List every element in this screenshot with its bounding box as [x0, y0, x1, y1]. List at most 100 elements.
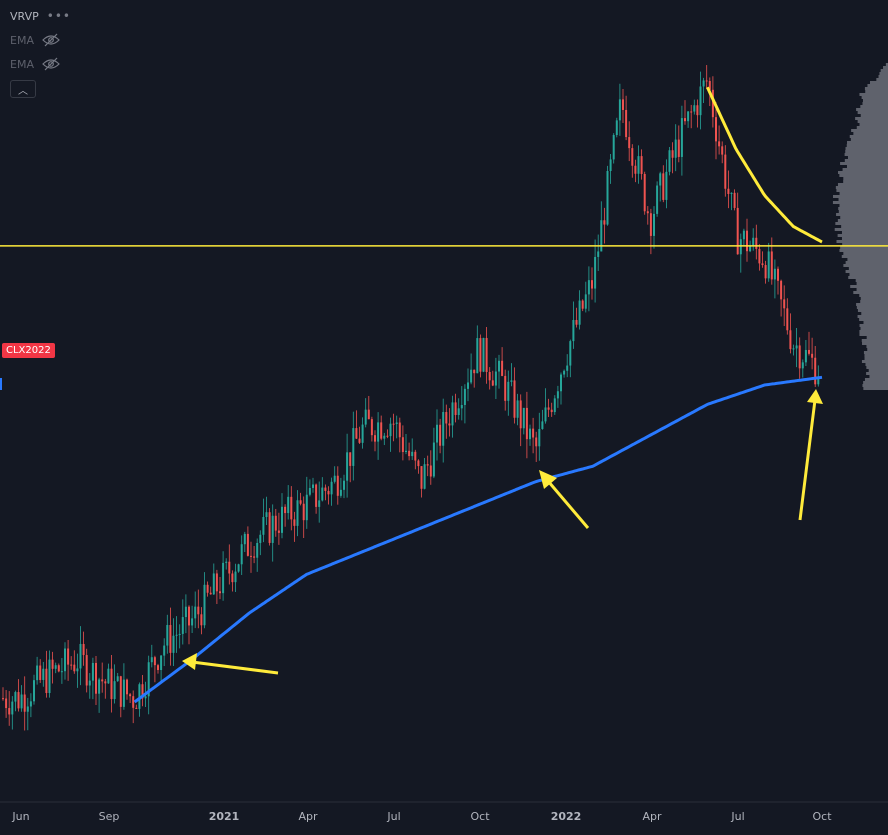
volume-profile-bar	[837, 183, 888, 186]
volume-profile-bar	[864, 378, 888, 381]
legend-row-ema-2[interactable]: EMA	[10, 52, 71, 76]
candle	[618, 83, 621, 136]
volume-profile-bar	[845, 147, 888, 150]
volume-profile-bar	[840, 162, 888, 165]
candle	[82, 631, 85, 666]
candle	[336, 466, 339, 505]
collapse-legend-button[interactable]: ︿	[10, 80, 36, 98]
candle	[234, 563, 237, 593]
candle	[522, 407, 525, 435]
candle	[265, 496, 268, 525]
candle	[476, 325, 479, 374]
candle	[637, 145, 640, 184]
volume-profile-bar	[856, 108, 888, 111]
legend-row-vrvp[interactable]: VRVP •••	[10, 4, 71, 28]
candle	[659, 171, 662, 202]
candle	[57, 663, 60, 673]
candle	[408, 442, 411, 461]
volume-profile-bar	[856, 288, 888, 291]
candle	[339, 477, 342, 498]
candle	[17, 679, 20, 712]
candle	[727, 170, 730, 209]
x-axis: Jun Sep 2021 Apr Jul Oct 2022 Apr Jul Oct	[0, 801, 888, 823]
candle	[225, 558, 228, 570]
candle	[157, 663, 159, 674]
candle	[243, 531, 246, 553]
volume-profile-bar	[850, 285, 888, 288]
candle	[417, 459, 420, 474]
candle	[352, 411, 355, 481]
symbol-tag: CLX2022	[2, 343, 55, 358]
candle	[498, 354, 500, 389]
candle	[529, 424, 531, 446]
volume-profile-bar	[838, 207, 888, 210]
candle	[448, 408, 451, 437]
candle	[470, 353, 473, 385]
candle	[14, 690, 17, 712]
candle	[349, 452, 352, 483]
volume-profile-bar	[835, 186, 888, 189]
candle	[553, 395, 556, 415]
volume-profile-bar	[863, 387, 888, 390]
volume-profile-bar	[848, 276, 888, 279]
candle	[321, 477, 324, 502]
candle	[693, 99, 696, 115]
more-dots-icon[interactable]: •••	[46, 9, 71, 23]
volume-profile-bar	[857, 120, 888, 123]
candle	[88, 673, 91, 699]
volume-profile-bar	[860, 114, 888, 117]
volume-profile-bar	[859, 330, 888, 333]
candle	[603, 207, 606, 244]
candle	[473, 369, 476, 388]
candle	[184, 594, 187, 634]
volume-profile-bar	[851, 129, 888, 132]
candle	[2, 687, 4, 701]
candle	[281, 493, 283, 539]
eye-off-icon[interactable]	[42, 33, 60, 47]
candle	[153, 655, 156, 683]
volume-profile-bar	[838, 198, 888, 201]
candle	[73, 650, 76, 674]
candle	[789, 313, 792, 354]
candle	[20, 685, 23, 712]
candle	[45, 650, 48, 698]
candle	[420, 466, 423, 498]
candle	[742, 228, 745, 246]
annotation-arrow-2	[539, 470, 590, 529]
volume-profile-bar	[866, 345, 888, 348]
candle	[442, 398, 445, 463]
candle	[798, 337, 801, 379]
candle	[119, 675, 122, 718]
candle	[773, 259, 776, 299]
candle	[783, 285, 786, 327]
volume-profile-bar	[862, 102, 888, 105]
x-tick-label: Sep	[99, 810, 120, 823]
candle	[401, 425, 404, 461]
volume-profile-bar	[859, 324, 888, 327]
candle	[705, 65, 708, 90]
legend-row-ema-1[interactable]: EMA	[10, 28, 71, 52]
volume-profile-bar	[855, 279, 888, 282]
candle	[51, 651, 54, 684]
candle	[702, 77, 705, 104]
volume-profile-bar	[876, 78, 888, 81]
candle	[733, 189, 736, 211]
candle	[482, 337, 485, 373]
candle	[510, 363, 513, 387]
candle	[175, 616, 178, 653]
volume-profile-bar	[840, 216, 888, 219]
legend-ema-label: EMA	[10, 57, 34, 71]
candle	[54, 662, 57, 674]
volume-profile-bar	[857, 111, 888, 114]
volume-profile-bar	[837, 171, 888, 174]
volume-profile-bar	[860, 327, 888, 330]
candle	[305, 476, 308, 529]
candle	[755, 224, 758, 260]
volume-profile-bar	[857, 309, 888, 312]
eye-off-icon[interactable]	[42, 57, 60, 71]
candle	[739, 233, 742, 273]
volume-profile-bar	[862, 342, 888, 345]
volume-profile-bar	[866, 336, 888, 339]
candle	[231, 570, 234, 592]
